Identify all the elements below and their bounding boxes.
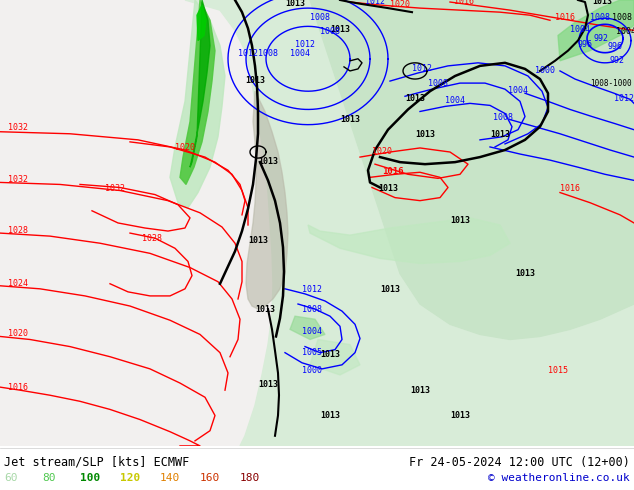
Text: 1004: 1004 (570, 25, 590, 34)
Text: 1020: 1020 (372, 147, 392, 156)
Text: 1008: 1008 (320, 27, 340, 36)
Text: 1024: 1024 (8, 279, 28, 288)
Text: 1012: 1012 (238, 49, 258, 58)
Text: 1012: 1012 (365, 0, 385, 6)
Text: 1013: 1013 (248, 236, 268, 245)
Text: 120: 120 (120, 473, 140, 483)
Polygon shape (246, 91, 288, 309)
Text: Jet stream/SLP [kts] ECMWF: Jet stream/SLP [kts] ECMWF (4, 456, 190, 469)
Polygon shape (170, 0, 225, 208)
Polygon shape (190, 0, 210, 167)
Text: Fr 24-05-2024 12:00 UTC (12+00): Fr 24-05-2024 12:00 UTC (12+00) (409, 456, 630, 469)
Text: 1013: 1013 (490, 130, 510, 139)
Text: 1013: 1013 (258, 157, 278, 166)
Text: 992: 992 (594, 33, 609, 43)
Text: 1004: 1004 (445, 97, 465, 105)
Text: 1012: 1012 (412, 64, 432, 73)
Text: 60: 60 (4, 473, 18, 483)
Text: 160: 160 (200, 473, 220, 483)
Polygon shape (180, 0, 215, 184)
Text: 1013: 1013 (380, 285, 400, 294)
Text: 1004: 1004 (302, 327, 322, 337)
Text: 1032: 1032 (8, 122, 28, 132)
Text: 1012: 1012 (302, 285, 322, 294)
Text: 1013: 1013 (340, 115, 360, 123)
Text: 1008: 1008 (310, 13, 330, 22)
Polygon shape (310, 340, 360, 375)
Text: 996: 996 (608, 42, 623, 50)
Text: 992: 992 (610, 56, 625, 65)
Text: 1005: 1005 (302, 348, 322, 357)
Text: 1000: 1000 (302, 366, 322, 375)
Polygon shape (310, 0, 634, 340)
Text: 1008-1000: 1008-1000 (590, 79, 631, 88)
Polygon shape (558, 0, 634, 61)
Text: 1013: 1013 (320, 350, 340, 359)
Text: 1013: 1013 (515, 269, 535, 278)
Text: 1008: 1008 (590, 13, 610, 22)
Text: 1013: 1013 (258, 380, 278, 389)
Text: 1004: 1004 (290, 49, 310, 58)
Polygon shape (290, 316, 325, 340)
Text: 1012: 1012 (295, 40, 315, 49)
Polygon shape (197, 5, 206, 41)
Text: 1020: 1020 (8, 329, 28, 339)
Text: 1016: 1016 (8, 383, 28, 392)
Text: 996: 996 (578, 40, 593, 49)
Text: 100: 100 (80, 473, 100, 483)
Text: 1008: 1008 (493, 113, 513, 122)
Text: 1013: 1013 (415, 130, 435, 139)
Text: 140: 140 (160, 473, 180, 483)
Text: 1013: 1013 (245, 76, 265, 85)
Text: 1013: 1013 (405, 95, 425, 103)
Text: 1000: 1000 (535, 66, 555, 75)
Text: 1008: 1008 (258, 49, 278, 58)
Text: 1032: 1032 (8, 175, 28, 184)
Text: 180: 180 (240, 473, 260, 483)
Text: 1020: 1020 (175, 143, 195, 152)
Text: 1013: 1013 (450, 216, 470, 225)
Polygon shape (185, 0, 634, 446)
Text: 1016: 1016 (560, 184, 580, 193)
Text: 1013: 1013 (255, 305, 275, 314)
Text: 1028: 1028 (8, 226, 28, 235)
Text: 1028: 1028 (142, 234, 162, 243)
Text: 1013: 1013 (285, 0, 305, 8)
Text: © weatheronline.co.uk: © weatheronline.co.uk (488, 473, 630, 483)
Text: 1013: 1013 (592, 0, 612, 6)
Text: 1008: 1008 (302, 305, 322, 314)
Text: 1013: 1013 (330, 25, 350, 34)
Text: 1008: 1008 (428, 79, 448, 88)
Text: 1016: 1016 (382, 167, 403, 176)
Polygon shape (308, 218, 510, 264)
Text: 1012: 1012 (614, 95, 634, 103)
Text: 1004: 1004 (616, 27, 634, 36)
Text: 1015: 1015 (548, 366, 568, 375)
Text: 1032: 1032 (105, 184, 125, 193)
Text: 1013: 1013 (378, 184, 398, 193)
Text: 1013: 1013 (410, 386, 430, 395)
Text: 1004: 1004 (508, 86, 528, 95)
Text: 1020: 1020 (390, 0, 410, 9)
Text: 80: 80 (42, 473, 56, 483)
Text: 1016: 1016 (555, 13, 575, 22)
Text: 1016: 1016 (454, 0, 474, 6)
Text: 1008: 1008 (612, 13, 632, 22)
Text: 1013: 1013 (320, 411, 340, 419)
Text: 1013: 1013 (450, 411, 470, 419)
